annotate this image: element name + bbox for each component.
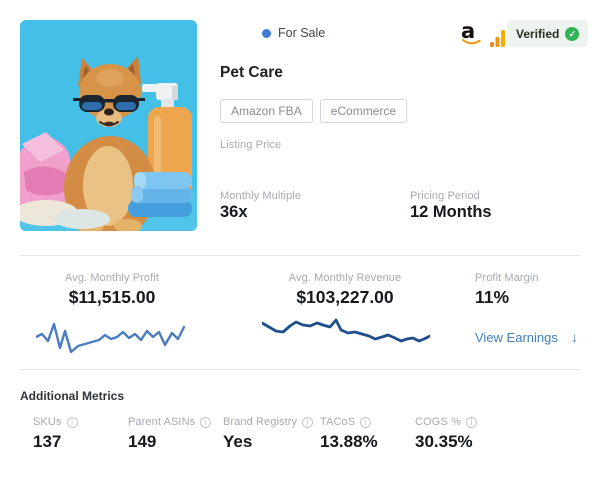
info-icon[interactable]: i [66,416,78,428]
listing-photo[interactable] [20,20,197,231]
profit-sparkline-chart [36,322,186,354]
skus-label: SKUs [33,416,62,428]
info-icon[interactable]: i [302,416,314,428]
tag-ecommerce: eCommerce [319,99,408,123]
metric-parent-asins: Parent ASINs i 149 [128,416,212,452]
down-arrow-icon: ↓ [570,329,578,345]
view-earnings-link[interactable]: View Earnings ↓ [475,329,578,345]
parent-asins-label: Parent ASINs [128,416,196,428]
monthly-multiple-label: Monthly Multiple [220,190,302,202]
listing-price-label: Listing Price [220,139,282,151]
info-icon[interactable]: i [360,416,372,428]
profit-margin-value: 11% [475,287,510,307]
avg-monthly-revenue-value: $103,227.00 [296,287,394,307]
info-icon[interactable]: i [465,416,477,428]
skus-value: 137 [33,432,62,451]
avg-monthly-profit-label: Avg. Monthly Profit [64,272,159,284]
dog-grooming-illustration [20,20,197,231]
sunglasses [73,95,145,112]
metric-skus: SKUs i 137 [33,416,78,452]
additional-metrics-title: Additional Metrics [20,389,125,403]
divider [20,369,580,370]
pink-towel [20,132,72,210]
parent-asins-value: 149 [128,432,157,451]
blue-towels [128,172,192,217]
verified-badge: Verified ✓ [507,20,589,47]
verified-label: Verified [516,26,560,41]
brand-registry-value: Yes [223,432,253,451]
divider [20,255,580,256]
amazon-icon: a [461,21,483,47]
monthly-multiple-value: 36x [220,203,248,221]
grey-cloth [54,209,110,229]
status-badge: For Sale [262,26,325,40]
cogs-label: COGS % [415,416,461,428]
tacos-value: 13.88% [320,432,378,451]
metric-tacos: TACoS i 13.88% [320,416,378,452]
status-label: For Sale [278,26,326,40]
listing-title: Pet Care [220,64,283,81]
metric-brand-registry: Brand Registry i Yes [223,416,314,452]
tag-amazon-fba: Amazon FBA [220,99,313,123]
avg-monthly-revenue-label: Avg. Monthly Revenue [288,272,402,284]
tacos-label: TACoS [320,416,356,428]
for-sale-dot-icon [262,28,271,38]
metric-cogs: COGS % i 30.35% [415,416,477,452]
cogs-value: 30.35% [415,432,473,451]
revenue-sparkline-chart [262,318,430,343]
analytics-bars-icon [490,30,505,47]
brand-registry-label: Brand Registry [223,416,298,428]
view-earnings-label: View Earnings [475,329,558,345]
tag-list: Amazon FBA eCommerce [220,99,408,123]
pricing-period-label: Pricing Period [410,190,480,202]
pricing-period-value: 12 Months [410,203,492,221]
avg-monthly-profit-value: $11,515.00 [68,287,156,307]
profit-margin-label: Profit Margin [475,272,539,284]
info-icon[interactable]: i [200,416,212,428]
verified-check-icon: ✓ [565,26,580,41]
